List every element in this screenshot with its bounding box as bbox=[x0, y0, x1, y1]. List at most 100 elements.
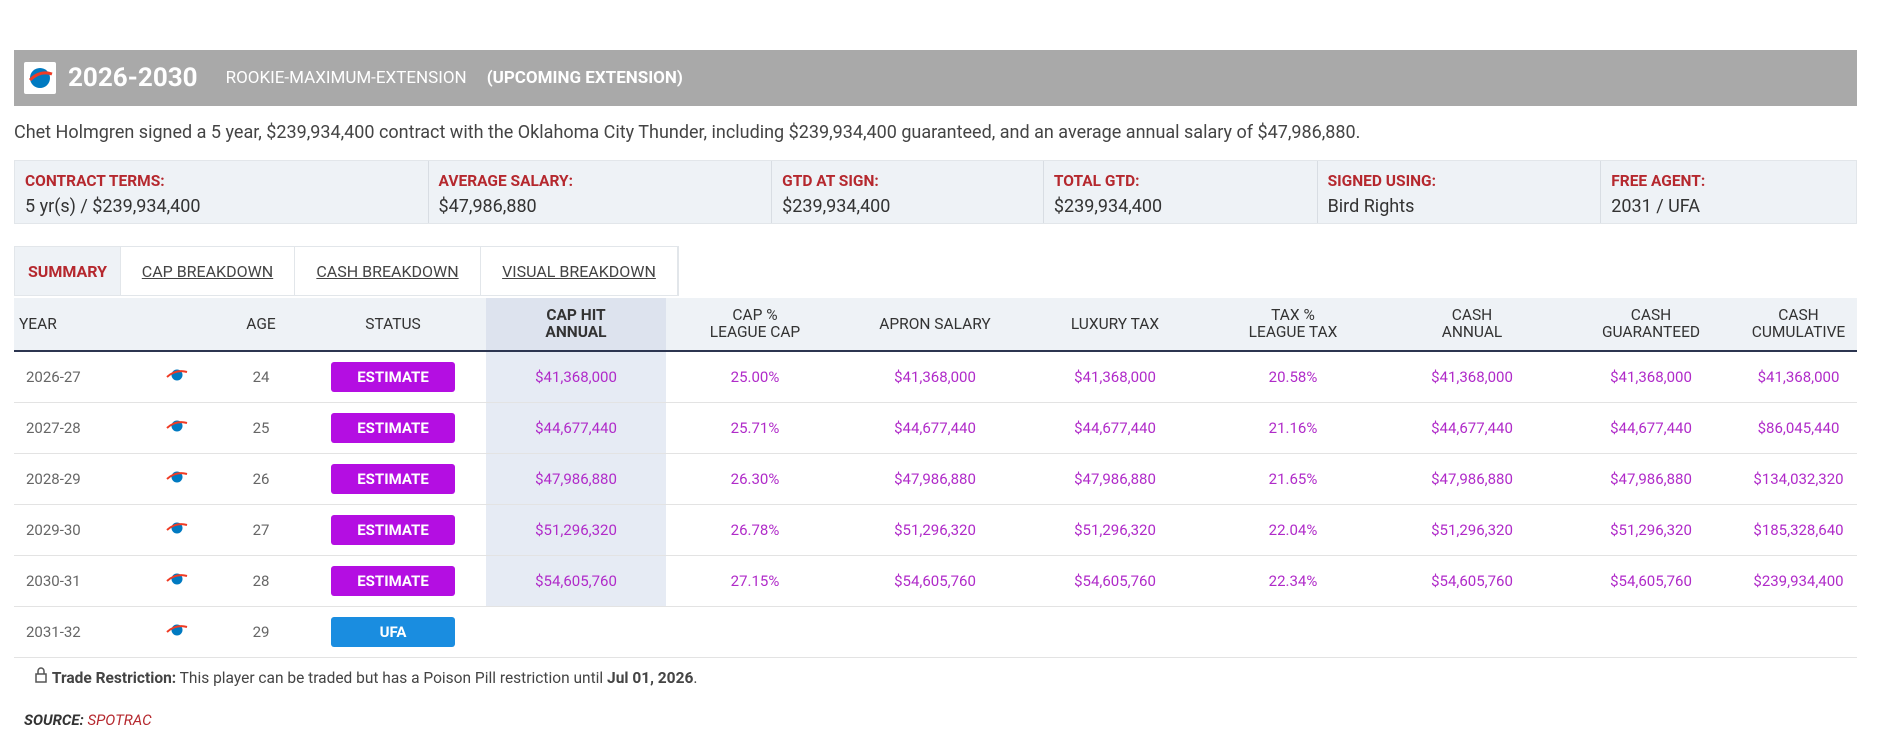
value-cell: $47,986,880 bbox=[844, 453, 1026, 505]
value-cell: 22.34% bbox=[1204, 555, 1382, 607]
empty-cell bbox=[1204, 606, 1382, 658]
column-header: LUXURY TAX bbox=[1026, 298, 1204, 352]
contract-table: YEAR AGE STATUS CAP HIT ANNUAL CAP % LEAGUE CA… bbox=[14, 298, 1857, 658]
tabs: SUMMARY CAP BREAKDOWN CASH BREAKDOWN VISUAL… bbox=[14, 246, 679, 296]
table-row: 2030-31 28 ESTIMATE $54,605,760 27.15% $54,60… bbox=[14, 555, 1857, 607]
term: GTD AT SIGN: $239,934,400 bbox=[772, 161, 1044, 223]
value-cell: $44,677,440 bbox=[1562, 402, 1740, 454]
column-header: CASH ANNUAL bbox=[1382, 298, 1562, 352]
column-header: CASH CUMULATIVE bbox=[1740, 298, 1857, 352]
term-value: $239,934,400 bbox=[1053, 196, 1163, 217]
footnote-label: Trade Restriction: bbox=[51, 669, 177, 687]
tab[interactable]: CAP BREAKDOWN bbox=[121, 247, 295, 295]
header-line: CASH bbox=[1451, 306, 1493, 324]
empty-cell bbox=[1740, 606, 1857, 658]
header-line: LEAGUE CAP bbox=[709, 323, 801, 341]
year: 2029-30 bbox=[14, 504, 132, 556]
term-label: AVERAGE SALARY: bbox=[438, 172, 573, 190]
table-row: 2028-29 26 ESTIMATE $47,986,880 26.30% $47,98… bbox=[14, 453, 1857, 505]
value-cell: $44,677,440 bbox=[844, 402, 1026, 454]
source-name: SPOTRAC bbox=[87, 711, 152, 729]
age: 25 bbox=[222, 402, 300, 454]
value-cell: $239,934,400 bbox=[1740, 555, 1857, 607]
value-cell: $51,296,320 bbox=[844, 504, 1026, 556]
empty-cell bbox=[486, 606, 666, 658]
tab[interactable]: VISUAL BREAKDOWN bbox=[481, 247, 678, 295]
contract-years: 2026-2030 bbox=[68, 63, 198, 93]
footnote-end: . bbox=[693, 669, 698, 687]
header-line: CAP % bbox=[732, 306, 778, 324]
source-label: SOURCE: bbox=[24, 711, 84, 729]
status-cell: ESTIMATE bbox=[300, 402, 486, 454]
empty-cell bbox=[666, 606, 844, 658]
lock-icon bbox=[35, 667, 47, 683]
value-cell: $41,368,000 bbox=[486, 351, 666, 403]
term: TOTAL GTD: $239,934,400 bbox=[1044, 161, 1318, 223]
header-line: TAX % bbox=[1271, 306, 1315, 324]
status-badge: ESTIMATE bbox=[331, 362, 455, 392]
column-header: STATUS bbox=[300, 298, 486, 352]
value-cell: $54,605,760 bbox=[486, 555, 666, 607]
empty-cell bbox=[844, 606, 1026, 658]
tab[interactable]: CASH BREAKDOWN bbox=[295, 247, 481, 295]
value-cell: $54,605,760 bbox=[1382, 555, 1562, 607]
term-label: FREE AGENT: bbox=[1611, 172, 1706, 190]
value-cell: $41,368,000 bbox=[1740, 351, 1857, 403]
header-line: CASH bbox=[1778, 306, 1819, 324]
year: 2027-28 bbox=[14, 402, 132, 454]
value-cell: $41,368,000 bbox=[1382, 351, 1562, 403]
year: 2030-31 bbox=[14, 555, 132, 607]
status-cell: ESTIMATE bbox=[300, 351, 486, 403]
term: FREE AGENT: 2031 / UFA bbox=[1601, 161, 1856, 223]
column-header: TAX % LEAGUE TAX bbox=[1204, 298, 1382, 352]
header-line: CAP HIT bbox=[546, 306, 606, 324]
footnote: Trade Restriction: This player can be tr… bbox=[34, 667, 697, 687]
value-cell: $47,986,880 bbox=[1382, 453, 1562, 505]
term-value: Bird Rights bbox=[1327, 196, 1415, 217]
header-line: ANNUAL bbox=[1441, 323, 1503, 341]
column-header: AGE bbox=[222, 298, 300, 352]
value-cell: $51,296,320 bbox=[1026, 504, 1204, 556]
value-cell: $54,605,760 bbox=[1026, 555, 1204, 607]
empty-cell bbox=[1382, 606, 1562, 658]
value-cell: $44,677,440 bbox=[486, 402, 666, 454]
status-badge: ESTIMATE bbox=[331, 566, 455, 596]
term: SIGNED USING: Bird Rights bbox=[1318, 161, 1602, 223]
empty-cell bbox=[1026, 606, 1204, 658]
value-cell: $41,368,000 bbox=[844, 351, 1026, 403]
status-cell: ESTIMATE bbox=[300, 555, 486, 607]
value-cell: 21.65% bbox=[1204, 453, 1382, 505]
year: 2028-29 bbox=[14, 453, 132, 505]
value-cell: $41,368,000 bbox=[1562, 351, 1740, 403]
term-value: 5 yr(s) / $239,934,400 bbox=[25, 196, 201, 217]
value-cell: 27.15% bbox=[666, 555, 844, 607]
logo-header bbox=[132, 298, 222, 352]
term-label: TOTAL GTD: bbox=[1053, 172, 1140, 190]
tab[interactable]: SUMMARY bbox=[15, 247, 121, 295]
age: 27 bbox=[222, 504, 300, 556]
term: AVERAGE SALARY: $47,986,880 bbox=[429, 161, 773, 223]
value-cell: $47,986,880 bbox=[1562, 453, 1740, 505]
year: 2031-32 bbox=[14, 606, 132, 658]
header-line: ANNUAL bbox=[545, 323, 607, 341]
source: SOURCE: SPOTRAC bbox=[24, 711, 152, 729]
column-header: CAP HIT ANNUAL bbox=[486, 298, 666, 352]
column-header: YEAR bbox=[14, 298, 132, 352]
header-line: APRON SALARY bbox=[879, 314, 991, 333]
term-value: $47,986,880 bbox=[438, 196, 537, 217]
header-line: LUXURY TAX bbox=[1070, 314, 1160, 333]
status-cell: ESTIMATE bbox=[300, 453, 486, 505]
term-value: 2031 / UFA bbox=[1611, 196, 1700, 217]
age: 24 bbox=[222, 351, 300, 403]
terms-bar: CONTRACT TERMS: 5 yr(s) / $239,934,400 AVE… bbox=[14, 160, 1857, 224]
status-badge: ESTIMATE bbox=[331, 464, 455, 494]
column-header: CAP % LEAGUE CAP bbox=[666, 298, 844, 352]
table-row: 2031-32 29 UFA bbox=[14, 606, 1857, 658]
value-cell: $54,605,760 bbox=[1562, 555, 1740, 607]
team-logo bbox=[132, 606, 222, 658]
status-badge: ESTIMATE bbox=[331, 413, 455, 443]
age: 29 bbox=[222, 606, 300, 658]
value-cell: $185,328,640 bbox=[1740, 504, 1857, 556]
term-label: CONTRACT TERMS: bbox=[25, 172, 165, 190]
